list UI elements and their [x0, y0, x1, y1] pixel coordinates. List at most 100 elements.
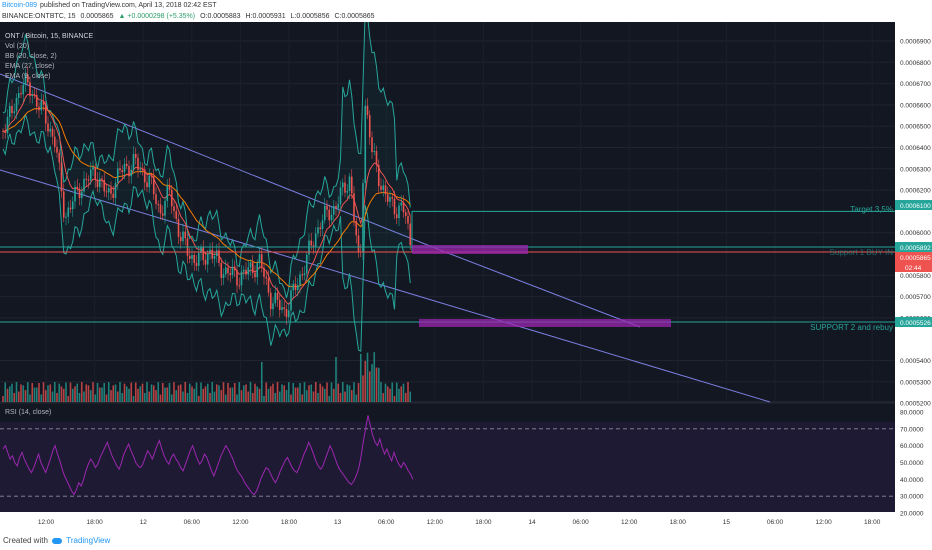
volume-bar: [240, 390, 243, 402]
candle-body: [26, 74, 29, 83]
legend-ema27[interactable]: EMA (27, close): [5, 63, 54, 70]
volume-bar: [299, 383, 301, 402]
rsi-tick: 30.0000: [900, 494, 924, 501]
candle-body: [321, 220, 324, 230]
candle-body: [231, 266, 234, 276]
footer: Created with TradingView: [0, 532, 932, 550]
volume-bar: [94, 394, 97, 402]
candle-body: [272, 303, 274, 310]
volume-bar: [326, 382, 328, 402]
candle-body: [362, 183, 364, 253]
volume-bar: [47, 385, 49, 402]
volume-bar: [359, 353, 362, 402]
ema-lines: [2, 93, 411, 305]
candle-body: [348, 176, 351, 192]
volume-bar: [249, 382, 252, 402]
candle-body: [195, 262, 198, 266]
volume-bar: [80, 382, 83, 402]
price-axis-panel: [895, 22, 932, 532]
volume-bar: [22, 385, 25, 402]
volume-bar: [33, 387, 36, 402]
rsi-tick: 20.0000: [900, 511, 924, 518]
candle-body: [17, 93, 20, 98]
volume-bar: [137, 388, 139, 402]
candle-body: [247, 267, 250, 275]
volume-bar: [236, 394, 238, 402]
candle-body: [233, 266, 236, 271]
candle-body: [141, 169, 144, 171]
candle-body: [179, 236, 182, 242]
candle-body: [56, 146, 58, 153]
candle-body: [240, 271, 243, 286]
time-tick: 12:00: [427, 519, 444, 526]
volume-bar: [175, 390, 178, 402]
candle-body: [393, 198, 396, 215]
chart-canvas[interactable]: Target 3,5% Support 1 BUY IN SUPPORT 2 a…: [0, 22, 932, 532]
price-tick: 0.0006800: [900, 60, 931, 67]
rsi-tick: 80.0000: [900, 410, 924, 417]
candle-body: [98, 178, 101, 188]
candle-body: [364, 105, 367, 184]
volume-bar: [40, 394, 43, 402]
volume-bar: [350, 390, 353, 402]
time-tick: 15: [723, 519, 731, 526]
volume-bar: [364, 360, 367, 402]
candle-body: [404, 212, 407, 217]
candle-body: [303, 273, 306, 275]
volume-bar: [330, 382, 333, 402]
volume-bar: [285, 390, 288, 402]
volume-bar: [260, 362, 263, 402]
candle-body: [265, 276, 268, 279]
candle-body: [346, 191, 349, 193]
time-tick: 18:00: [670, 519, 687, 526]
price-tick: 0.0005700: [900, 294, 931, 301]
volume-bar: [51, 391, 54, 402]
candle-body: [281, 307, 283, 310]
legend-vol[interactable]: Vol (20): [5, 43, 29, 50]
candle-body: [227, 267, 229, 274]
candle-body: [292, 283, 295, 291]
bar-countdown: 02:44: [905, 265, 922, 272]
volume-bar: [391, 382, 394, 402]
time-tick: 06:00: [767, 519, 784, 526]
time-tick: 18:00: [281, 519, 298, 526]
legend-bb[interactable]: BB (20, close, 2): [5, 53, 57, 60]
ema-9: [2, 93, 411, 305]
volume-bar: [314, 382, 317, 402]
volume-bar: [76, 383, 79, 402]
channel-upper-ext: [439, 249, 641, 328]
support2-label: SUPPORT 2 and rebuy: [810, 323, 893, 332]
rsi-legend[interactable]: RSI (14, close): [5, 409, 51, 416]
candle-body: [44, 104, 47, 124]
candle-body: [215, 250, 218, 256]
candle-body: [22, 84, 25, 95]
footer-brand[interactable]: TradingView: [66, 536, 111, 545]
volume-bar: [366, 352, 369, 402]
candle-body: [353, 193, 355, 221]
candle-body: [139, 169, 142, 171]
volume-bar: [278, 391, 281, 402]
volume-bar: [222, 382, 225, 402]
volume-bar: [332, 388, 335, 402]
volume-bar: [269, 386, 272, 402]
candle-body: [366, 105, 369, 116]
volume-bar: [168, 383, 171, 402]
time-tick: 18:00: [864, 519, 881, 526]
volume-bar: [202, 388, 205, 402]
candle-body: [42, 101, 45, 105]
volume-bar: [337, 383, 340, 402]
volume-bar: [123, 383, 126, 402]
candle-body: [238, 285, 241, 287]
candle-body: [317, 227, 319, 234]
candle-body: [258, 254, 261, 263]
volume-bar: [177, 385, 180, 402]
author-link[interactable]: Bitcoin-089: [2, 2, 38, 9]
candle-body: [166, 185, 169, 201]
volume-bar: [319, 383, 322, 402]
volume-bar: [17, 391, 20, 402]
legend-ema9[interactable]: EMA (9, close): [5, 73, 51, 80]
volume-bar: [101, 387, 103, 402]
candle-body: [200, 247, 202, 253]
volume-bar: [103, 383, 106, 402]
volume-bar: [191, 386, 193, 402]
